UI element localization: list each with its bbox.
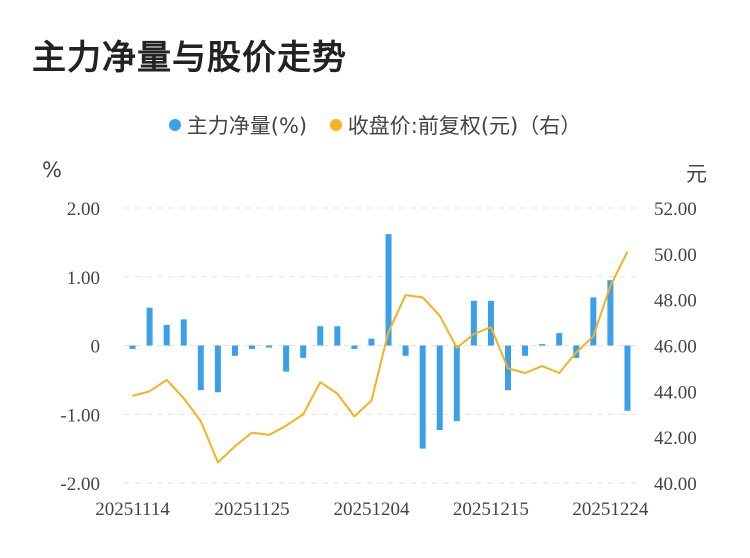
y-left-tick-label: -1.00 <box>60 405 100 426</box>
bar <box>129 345 136 349</box>
bar <box>249 345 255 349</box>
y-left-tick-label: -2.00 <box>60 474 100 495</box>
bar <box>385 234 392 346</box>
bar <box>522 345 529 356</box>
bar <box>197 345 204 391</box>
y-right-tick-label: 50.00 <box>654 245 697 266</box>
chart-title: 主力净量与股价走势 <box>32 38 347 78</box>
y-left-tick-label: 1.00 <box>67 268 100 289</box>
x-tick-label: 20251125 <box>214 499 289 520</box>
bar <box>317 326 324 346</box>
y-right-tick-label: 40.00 <box>654 474 697 495</box>
bar <box>470 300 477 346</box>
bar <box>402 345 409 356</box>
bar <box>351 345 358 349</box>
bar <box>487 300 494 346</box>
y-right-tick-label: 48.00 <box>654 291 697 312</box>
legend-label-net-flow: 主力净量(%) <box>186 114 308 138</box>
legend-item-net-flow[interactable]: 主力净量(%) <box>168 110 308 140</box>
bar <box>180 319 187 346</box>
bar <box>283 345 290 372</box>
legend-item-close-price[interactable]: 收盘价:前复权(元)（右） <box>329 110 582 140</box>
bar <box>590 297 597 346</box>
bar <box>556 333 563 346</box>
legend-swatch-net-flow <box>168 119 181 131</box>
bar <box>300 345 307 358</box>
x-tick-label: 20251114 <box>95 499 170 520</box>
y-right-tick-label: 42.00 <box>654 428 697 449</box>
x-tick-label: 20251204 <box>333 499 410 520</box>
bar <box>146 307 153 346</box>
bar <box>539 344 546 346</box>
y-left-tick-label: 2.00 <box>67 199 100 220</box>
legend-label-close-price: 收盘价:前复权(元)（右） <box>347 114 582 138</box>
bar <box>163 324 170 346</box>
bar <box>624 345 631 411</box>
x-tick-label: 20251215 <box>453 499 529 520</box>
y-left-tick-label: 0 <box>91 337 101 358</box>
bar <box>231 345 238 356</box>
x-tick-label: 20251224 <box>572 499 649 520</box>
legend-swatch-close-price <box>329 119 342 131</box>
y-right-tick-label: 44.00 <box>654 382 697 403</box>
bar <box>266 345 273 348</box>
bar <box>419 345 426 449</box>
left-axis-unit: % <box>42 158 62 182</box>
legend: 主力净量(%) 收盘价:前复权(元)（右） <box>0 110 750 140</box>
bar <box>453 345 460 422</box>
y-right-tick-label: 52.00 <box>654 199 697 220</box>
bar <box>368 338 375 346</box>
bar <box>436 345 443 431</box>
right-axis-unit: 元 <box>686 162 707 186</box>
bar <box>334 326 341 346</box>
bar <box>214 345 221 393</box>
y-right-tick-label: 46.00 <box>654 337 697 358</box>
bar <box>607 280 614 346</box>
price-line <box>132 251 629 464</box>
